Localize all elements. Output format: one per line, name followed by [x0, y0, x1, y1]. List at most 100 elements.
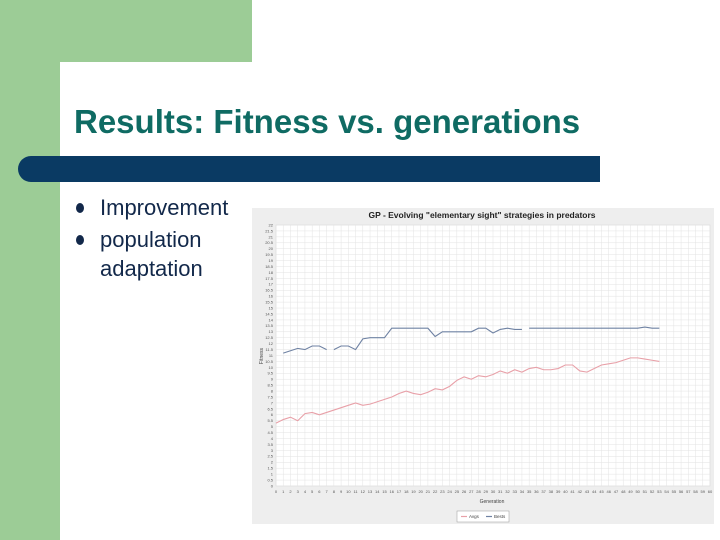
- x-tick-label: 21: [426, 489, 431, 494]
- y-tick-label: 19: [269, 258, 274, 263]
- x-tick-label: 47: [614, 489, 619, 494]
- x-tick-label: 58: [693, 489, 698, 494]
- y-tick-label: 4: [271, 436, 274, 441]
- y-tick-label: 20: [269, 246, 274, 251]
- bullet-item: Improvement: [76, 193, 250, 223]
- x-tick-label: 15: [382, 489, 387, 494]
- series-line-bests: [283, 345, 327, 354]
- y-tick-label: 14.5: [265, 311, 274, 316]
- y-tick-label: 16.5: [265, 288, 274, 293]
- y-tick-label: 21: [269, 234, 274, 239]
- x-tick-label: 35: [527, 489, 532, 494]
- x-tick-label: 50: [635, 489, 640, 494]
- bullet-dot-icon: [76, 203, 84, 213]
- y-tick-label: 20.5: [265, 240, 274, 245]
- chart-grid: [275, 224, 711, 487]
- x-tick-label: 54: [664, 489, 669, 494]
- x-tick-label: 12: [361, 489, 366, 494]
- x-tick-label: 42: [578, 489, 583, 494]
- x-tick-label: 5: [311, 489, 314, 494]
- x-tick-label: 22: [433, 489, 438, 494]
- x-tick-label: 29: [484, 489, 489, 494]
- bullet-text: population adaptation: [100, 227, 203, 281]
- y-tick-label: 11: [269, 353, 274, 358]
- y-tick-label: 12.5: [265, 335, 274, 340]
- title-underline-bar: [18, 156, 600, 182]
- x-tick-label: 16: [390, 489, 395, 494]
- y-tick-label: 1.5: [267, 466, 273, 471]
- bullet-item: population adaptation: [76, 225, 250, 283]
- y-tick-label: 10.5: [265, 359, 274, 364]
- x-tick-label: 51: [643, 489, 648, 494]
- y-tick-label: 10: [269, 365, 274, 370]
- y-tick-label: 8: [271, 388, 274, 393]
- x-tick-label: 48: [621, 489, 626, 494]
- chart-canvas: GP - Evolving "elementary sight" strateg…: [252, 208, 714, 524]
- y-tick-label: 14: [269, 317, 274, 322]
- x-tick-label: 46: [607, 489, 612, 494]
- y-tick-label: 13.5: [265, 323, 274, 328]
- x-tick-label: 53: [657, 489, 662, 494]
- x-tick-label: 25: [455, 489, 460, 494]
- x-tick-label: 24: [447, 489, 452, 494]
- x-tick-label: 3: [297, 489, 300, 494]
- chart-title: GP - Evolving "elementary sight" strateg…: [368, 210, 595, 220]
- y-tick-label: 0.5: [267, 477, 273, 482]
- x-tick-label: 40: [563, 489, 568, 494]
- x-tick-label: 43: [585, 489, 590, 494]
- y-tick-label: 2: [271, 460, 274, 465]
- bullet-list: Improvement population adaptation: [76, 193, 250, 283]
- x-tick-label: 7: [326, 489, 329, 494]
- y-tick-label: 17.5: [265, 276, 274, 281]
- x-tick-label: 44: [592, 489, 597, 494]
- y-tick-label: 0: [271, 483, 274, 488]
- bullet-text: Improvement: [100, 195, 229, 220]
- y-tick-label: 7: [271, 400, 274, 405]
- x-tick-label: 2: [289, 489, 292, 494]
- series-line-bests: [529, 326, 660, 329]
- y-tick-label: 15: [269, 305, 274, 310]
- bullet-dot-icon: [76, 235, 84, 245]
- x-tick-label: 45: [599, 489, 604, 494]
- y-tick-label: 13: [269, 329, 274, 334]
- x-tick-label: 55: [672, 489, 677, 494]
- x-tick-label: 60: [708, 489, 713, 494]
- x-tick-label: 28: [476, 489, 481, 494]
- x-tick-label: 59: [701, 489, 706, 494]
- x-tick-label: 19: [411, 489, 416, 494]
- y-tick-label: 18.5: [265, 264, 274, 269]
- chart-legend: Avgs Bests: [456, 510, 510, 523]
- x-tick-label: 23: [440, 489, 445, 494]
- y-tick-label: 6: [271, 412, 274, 417]
- x-tick-label: 56: [679, 489, 684, 494]
- y-tick-label: 4.5: [267, 430, 273, 435]
- legend-box: [456, 510, 510, 523]
- y-tick-label: 1: [271, 472, 274, 477]
- x-tick-label: 38: [549, 489, 554, 494]
- chart-series: [275, 326, 660, 424]
- x-tick-label: 33: [512, 489, 517, 494]
- y-tick-label: 8.5: [267, 383, 273, 388]
- y-tick-label: 18: [269, 270, 274, 275]
- legend-entry-label: Avgs: [469, 514, 480, 519]
- x-tick-label: 11: [353, 489, 358, 494]
- y-tick-label: 5.5: [267, 418, 273, 423]
- x-axis-label: Generation: [480, 499, 505, 505]
- y-axis-label: Fitness: [259, 347, 265, 364]
- y-tick-label: 19.5: [265, 252, 274, 257]
- x-tick-label: 26: [462, 489, 467, 494]
- y-tick-label: 22: [269, 222, 274, 227]
- y-tick-label: 7.5: [267, 394, 273, 399]
- y-tick-label: 15.5: [265, 300, 274, 305]
- y-tick-label: 5: [271, 424, 274, 429]
- x-tick-label: 9: [340, 489, 343, 494]
- x-tick-label: 32: [505, 489, 510, 494]
- x-tick-label: 1: [282, 489, 285, 494]
- y-tick-label: 9: [271, 377, 274, 382]
- fitness-chart: GP - Evolving "elementary sight" strateg…: [252, 208, 714, 524]
- y-tick-label: 2.5: [267, 454, 273, 459]
- y-tick-label: 3.5: [267, 442, 273, 447]
- y-tick-label: 17: [269, 282, 274, 287]
- x-tick-label: 0: [275, 489, 278, 494]
- x-tick-label: 37: [541, 489, 546, 494]
